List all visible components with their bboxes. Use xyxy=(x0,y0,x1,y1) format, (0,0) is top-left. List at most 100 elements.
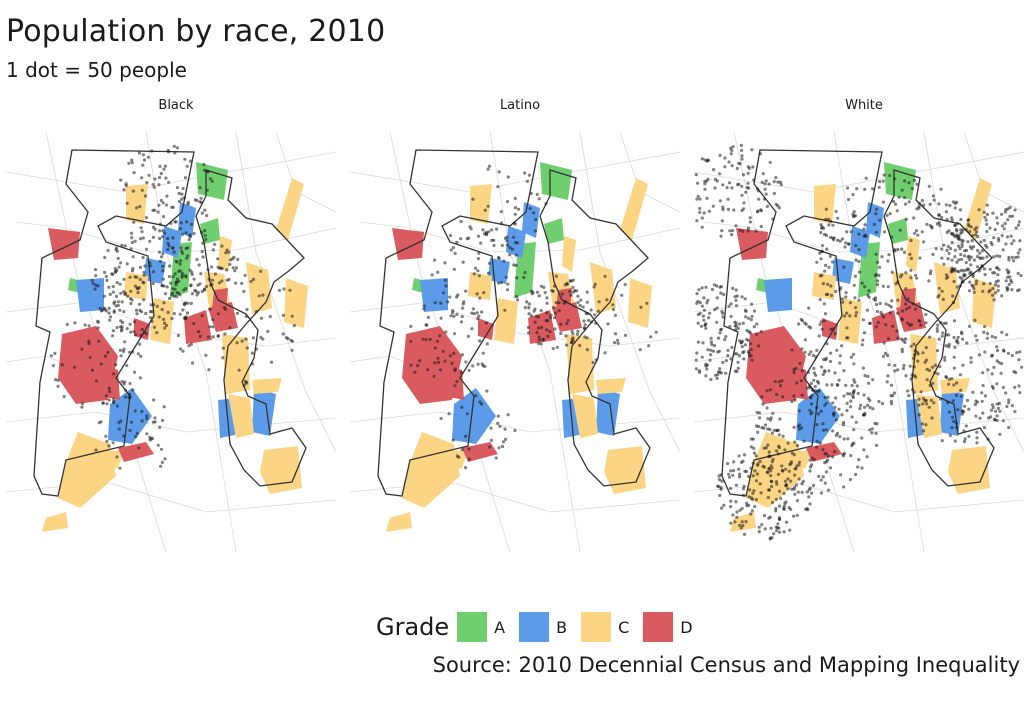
population-dot xyxy=(492,243,496,248)
population-dot xyxy=(862,227,866,231)
population-dot xyxy=(743,308,747,312)
population-dot xyxy=(868,405,872,409)
population-dot xyxy=(840,344,844,348)
population-dot xyxy=(157,250,162,254)
population-dot xyxy=(450,361,454,365)
population-dot xyxy=(506,175,510,179)
population-dot xyxy=(721,208,725,212)
population-dot xyxy=(988,288,992,292)
population-dot xyxy=(505,239,509,243)
population-dot xyxy=(960,337,965,341)
population-dot xyxy=(455,240,459,244)
population-dot xyxy=(1005,235,1010,239)
population-dot xyxy=(124,184,128,188)
population-dot xyxy=(470,327,474,331)
population-dot xyxy=(874,325,878,329)
population-dot xyxy=(110,272,114,276)
population-dot xyxy=(969,360,973,364)
population-dot xyxy=(831,455,835,459)
population-dot xyxy=(909,256,913,261)
population-dot xyxy=(746,226,751,230)
population-dot xyxy=(952,419,956,423)
population-dot xyxy=(695,219,699,223)
population-dot xyxy=(959,217,963,222)
population-dot xyxy=(210,265,214,269)
population-dot xyxy=(770,466,774,470)
population-dot xyxy=(989,408,994,412)
population-dot xyxy=(143,264,147,268)
population-dot xyxy=(486,204,490,208)
population-dot xyxy=(749,437,754,441)
population-dot xyxy=(554,311,558,315)
population-dot xyxy=(971,390,975,394)
population-dot xyxy=(819,230,823,235)
population-dot xyxy=(742,357,746,361)
population-dot xyxy=(500,221,504,225)
population-dot xyxy=(950,258,954,262)
population-dot xyxy=(616,341,620,345)
population-dot xyxy=(767,182,771,186)
population-dot xyxy=(742,532,747,536)
population-dot xyxy=(952,319,957,323)
legend-item-d: D xyxy=(643,612,700,642)
population-dot xyxy=(286,337,290,341)
population-dot xyxy=(539,284,543,288)
population-dot xyxy=(409,339,413,343)
population-dot xyxy=(125,201,129,205)
population-dot xyxy=(767,466,771,470)
population-dot xyxy=(512,235,516,239)
population-dot xyxy=(817,389,821,393)
population-dot xyxy=(593,313,597,317)
population-dot xyxy=(830,383,834,387)
population-dot xyxy=(726,354,730,358)
population-dot xyxy=(805,507,809,511)
road-line xyxy=(275,132,336,213)
population-dot xyxy=(812,366,816,370)
population-dot xyxy=(1014,226,1018,230)
population-dot xyxy=(112,399,116,403)
population-dot xyxy=(820,225,824,229)
population-dot xyxy=(721,360,725,364)
population-dot xyxy=(130,240,134,245)
population-dot xyxy=(931,381,935,385)
population-dot xyxy=(915,276,919,280)
population-dot xyxy=(886,374,890,378)
population-dot xyxy=(904,271,908,275)
population-dot xyxy=(141,280,145,284)
population-dot xyxy=(698,210,702,214)
population-dot xyxy=(959,253,963,257)
population-dot xyxy=(900,273,904,277)
population-dot xyxy=(824,460,829,464)
population-dot xyxy=(948,203,952,208)
population-dot xyxy=(928,224,932,228)
population-dot xyxy=(578,343,582,348)
legend-title: Grade xyxy=(376,613,450,641)
population-dot xyxy=(731,145,735,149)
population-dot xyxy=(130,158,134,162)
population-dot xyxy=(946,245,950,249)
population-dot xyxy=(974,279,979,283)
population-dot xyxy=(946,257,950,261)
population-dot xyxy=(536,326,541,330)
population-dot xyxy=(159,198,163,203)
population-dot xyxy=(569,293,573,297)
population-dot xyxy=(975,230,979,234)
population-dot xyxy=(782,491,786,496)
population-dot xyxy=(890,402,894,406)
population-dot xyxy=(453,384,457,388)
population-dot xyxy=(975,338,979,342)
population-dot xyxy=(709,348,713,352)
population-dot xyxy=(820,365,824,369)
population-dot xyxy=(812,378,816,382)
population-dot xyxy=(969,263,973,267)
population-dot xyxy=(813,384,817,389)
population-dot xyxy=(210,179,214,183)
population-dot xyxy=(537,335,541,339)
population-dot xyxy=(946,401,950,405)
population-dot xyxy=(718,331,722,335)
population-dot xyxy=(141,163,145,167)
population-dot xyxy=(199,272,203,276)
population-dot xyxy=(539,342,543,346)
population-dot xyxy=(97,421,101,425)
population-dots xyxy=(694,143,1024,541)
